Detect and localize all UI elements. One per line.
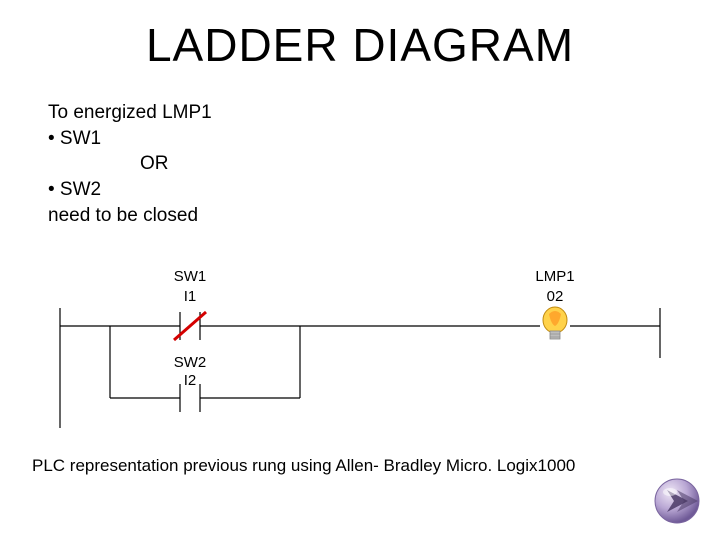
desc-line-5: need to be closed — [48, 203, 212, 229]
ladder-diagram: SW1 I1 LMP1 02 SW2 I2 — [40, 268, 680, 438]
caption-text: PLC representation previous rung using A… — [32, 456, 575, 476]
lamp-icon — [543, 307, 567, 339]
desc-bullet-1: • SW1 — [48, 126, 212, 152]
description-block: To energized LMP1 • SW1 OR • SW2 need to… — [48, 100, 212, 228]
desc-bullet-2: • SW2 — [48, 177, 212, 203]
desc-or: OR — [48, 151, 212, 177]
desc-line-1: To energized LMP1 — [48, 100, 212, 126]
page-title: LADDER DIAGRAM — [0, 0, 720, 72]
next-sphere-icon[interactable] — [652, 476, 702, 526]
ladder-svg — [40, 268, 680, 438]
